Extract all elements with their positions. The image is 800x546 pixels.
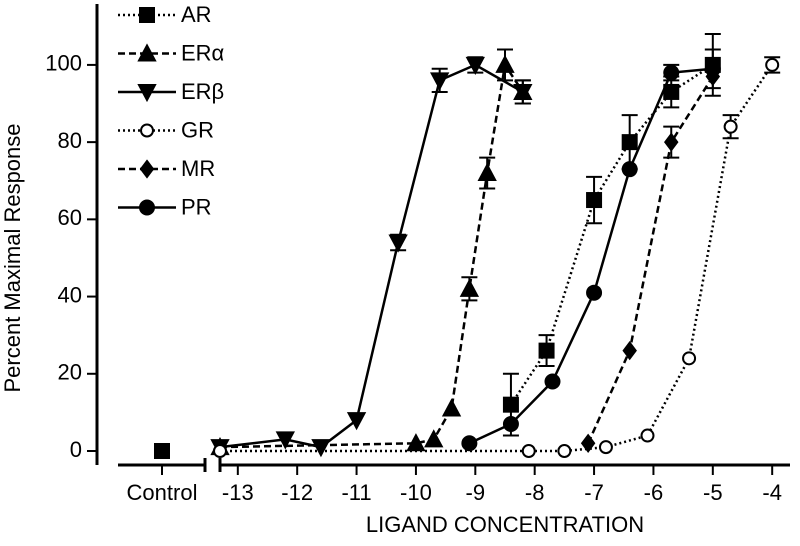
data-point [441,398,462,417]
x-tick-label: -5 [703,480,723,505]
data-point [586,192,603,209]
data-point [502,396,519,413]
data-point [513,83,533,103]
data-point [663,64,680,81]
series-line [219,61,524,449]
y-tick-label: 100 [45,51,82,76]
y-axis-title: Percent Maximal Response [0,123,25,392]
data-point [388,234,408,253]
data-point [311,439,331,458]
data-point [346,412,367,431]
legend-marker [139,199,155,216]
data-point [465,56,485,76]
data-point [521,444,536,458]
data-point [275,431,295,450]
legend-marker [139,7,155,23]
y-tick-label: 40 [58,282,82,307]
data-point [459,278,480,297]
legend-label: MR [181,156,215,181]
series-line [219,63,524,449]
data-point [723,119,738,134]
legend-label: PR [181,194,212,219]
data-point [424,429,444,448]
legend-marker [139,159,155,179]
data-point [765,57,780,72]
data-point [664,132,679,152]
data-point [213,444,227,458]
series-line [468,67,713,445]
x-tick-label: -12 [281,480,313,505]
x-tick-label: -6 [644,480,664,505]
control-point [154,443,170,459]
x-tick-label: -13 [222,480,254,505]
y-tick-label: 80 [58,128,82,153]
y-tick-label: 20 [58,360,82,385]
data-point [461,435,478,452]
legend-marker [137,43,157,62]
x-tick-label: -11 [341,480,371,505]
x-tick-label: -10 [400,480,432,505]
x-axis-title: LIGAND CONCENTRATION [366,512,644,537]
y-tick-label: 0 [70,437,82,462]
data-point [682,351,697,366]
data-point [477,162,497,182]
x-tick-label: -8 [525,480,545,505]
data-point [495,54,515,73]
series-line [586,75,714,444]
data-point [580,433,596,453]
series-line [509,63,714,406]
legend-label: AR [181,2,212,27]
legend-label: GR [181,117,214,142]
data-point [502,415,519,432]
x-tick-label: -9 [466,480,486,505]
control-label: Control [127,480,198,505]
data-point [430,72,450,91]
data-point [598,440,613,455]
data-point [621,134,638,151]
data-point [621,161,638,178]
legend-label: ERβ [181,79,224,104]
data-point [622,340,637,361]
x-tick-label: -4 [762,480,782,505]
legend-label: ERα [181,40,225,65]
legend-marker [140,123,154,138]
data-point [586,284,603,301]
data-point [640,428,655,443]
y-tick-label: 60 [58,205,82,230]
legend-marker [137,84,157,103]
x-tick-label: -7 [584,480,604,505]
data-point [704,60,721,77]
data-point [544,373,561,390]
data-point [538,342,555,359]
data-point [557,444,572,458]
